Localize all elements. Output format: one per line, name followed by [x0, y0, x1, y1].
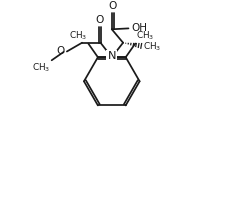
Text: O: O: [108, 1, 117, 11]
Text: CH$_3$: CH$_3$: [32, 62, 50, 74]
Text: CH$_3$: CH$_3$: [68, 29, 87, 42]
Text: N: N: [107, 51, 116, 61]
Text: CH$_3$: CH$_3$: [136, 29, 154, 42]
Text: OH: OH: [131, 23, 147, 33]
Text: CH$_3$: CH$_3$: [143, 40, 161, 53]
Text: O: O: [95, 15, 104, 25]
Text: O: O: [56, 46, 64, 56]
